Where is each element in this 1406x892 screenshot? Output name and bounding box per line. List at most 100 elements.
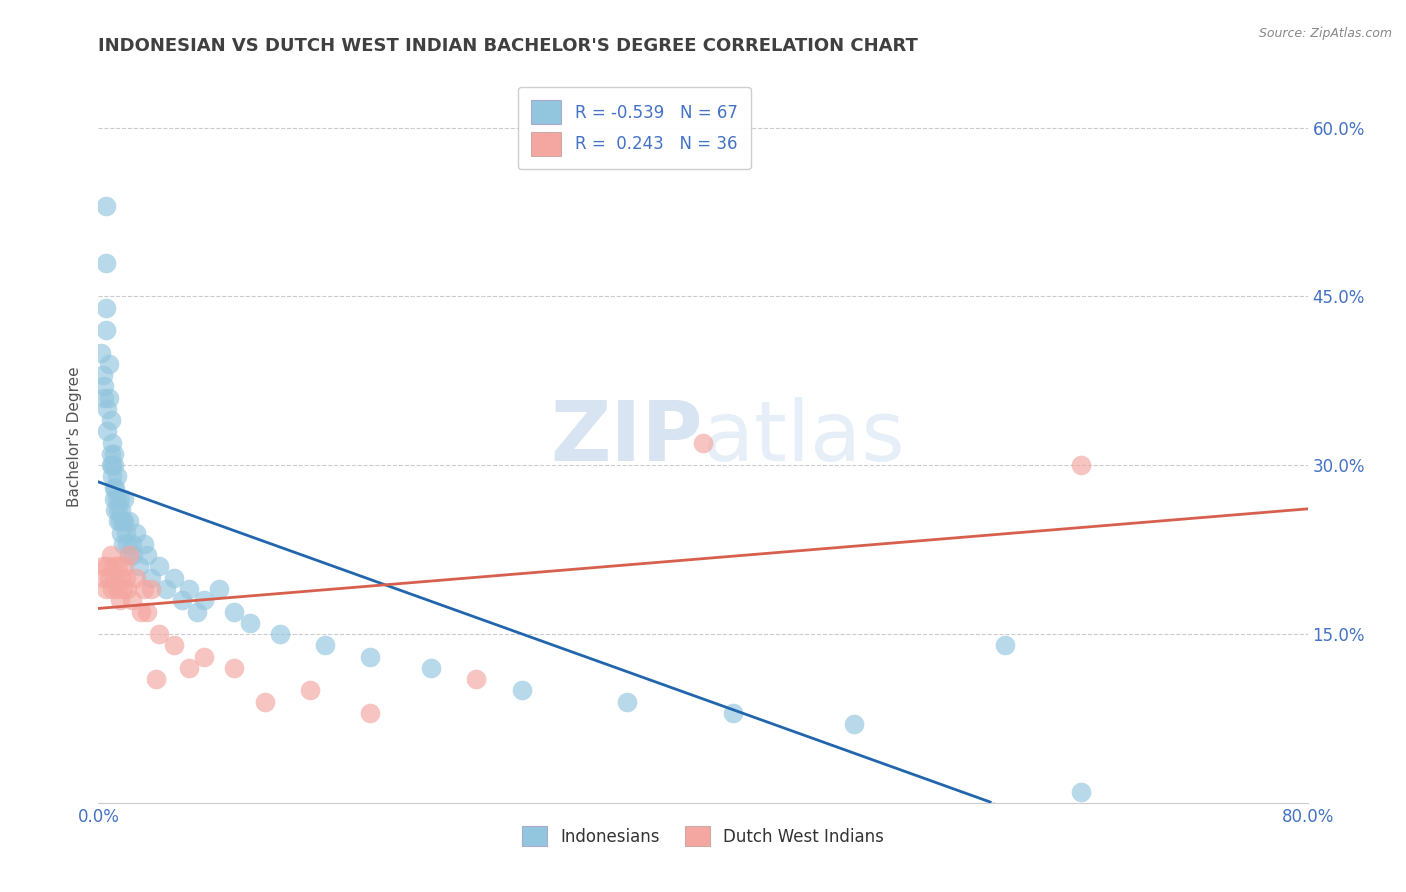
Point [155,582,177,596]
Point [224,661,246,675]
Point [224,605,246,619]
Point [110,503,132,517]
Point [112,559,135,574]
Point [96,401,118,416]
Point [94,199,117,213]
Point [193,593,215,607]
Point [94,323,117,337]
Point [135,605,157,619]
Point [100,458,122,473]
Point [148,627,170,641]
Point [115,537,138,551]
Point [108,515,131,529]
Point [105,469,128,483]
Point [114,525,136,540]
Point [186,605,208,619]
Point [98,357,121,371]
Point [94,255,117,269]
Point [616,694,638,708]
Point [101,435,124,450]
Point [100,413,122,427]
Point [239,615,262,630]
Point [104,571,127,585]
Point [103,559,125,574]
Point [108,491,131,506]
Point [121,593,143,607]
Point [110,525,132,540]
Point [122,548,145,562]
Point [105,582,128,596]
Point [93,391,115,405]
Point [844,717,866,731]
Point [112,491,135,506]
Point [141,582,163,596]
Point [100,447,122,461]
Point [104,503,127,517]
Point [104,481,127,495]
Point [135,548,157,562]
Point [107,515,129,529]
Point [103,458,125,473]
Point [193,649,215,664]
Point [125,571,148,585]
Point [115,582,138,596]
Point [103,491,125,506]
Point [420,661,443,675]
Point [93,379,115,393]
Point [208,582,231,596]
Text: atlas: atlas [703,397,904,477]
Point [93,571,115,585]
Point [101,458,124,473]
Point [111,515,134,529]
Point [723,706,745,720]
Point [170,593,193,607]
Point [101,582,124,596]
Point [299,683,322,698]
Point [163,638,186,652]
Point [145,672,167,686]
Point [148,559,170,574]
Point [163,571,186,585]
Point [1070,784,1092,798]
Point [107,503,129,517]
Point [118,548,141,562]
Text: Source: ZipAtlas.com: Source: ZipAtlas.com [1258,27,1392,40]
Point [179,582,201,596]
Point [105,491,128,506]
Point [103,481,125,495]
Point [94,582,117,596]
Text: INDONESIAN VS DUTCH WEST INDIAN BACHELOR'S DEGREE CORRELATION CHART: INDONESIAN VS DUTCH WEST INDIAN BACHELOR… [98,37,918,54]
Point [98,391,121,405]
Point [111,537,134,551]
Legend: Indonesians, Dutch West Indians: Indonesians, Dutch West Indians [516,820,890,853]
Point [98,571,121,585]
Point [253,694,276,708]
Point [94,301,117,315]
Point [107,559,129,574]
Point [108,593,131,607]
Point [101,469,124,483]
Point [314,638,336,652]
Point [465,672,488,686]
Y-axis label: Bachelor's Degree: Bachelor's Degree [67,367,83,508]
Point [125,525,148,540]
Point [121,537,143,551]
Point [132,537,155,551]
Point [96,425,118,439]
Point [1070,458,1092,473]
Point [112,515,135,529]
Point [129,605,152,619]
Point [96,559,118,574]
Point [360,706,382,720]
Point [360,649,382,664]
Point [269,627,291,641]
Point [179,661,201,675]
Point [132,582,155,596]
Point [100,548,122,562]
Point [110,571,132,585]
Text: ZIP: ZIP [551,397,703,477]
Point [118,515,141,529]
Point [510,683,533,698]
Point [91,559,114,574]
Point [103,447,125,461]
